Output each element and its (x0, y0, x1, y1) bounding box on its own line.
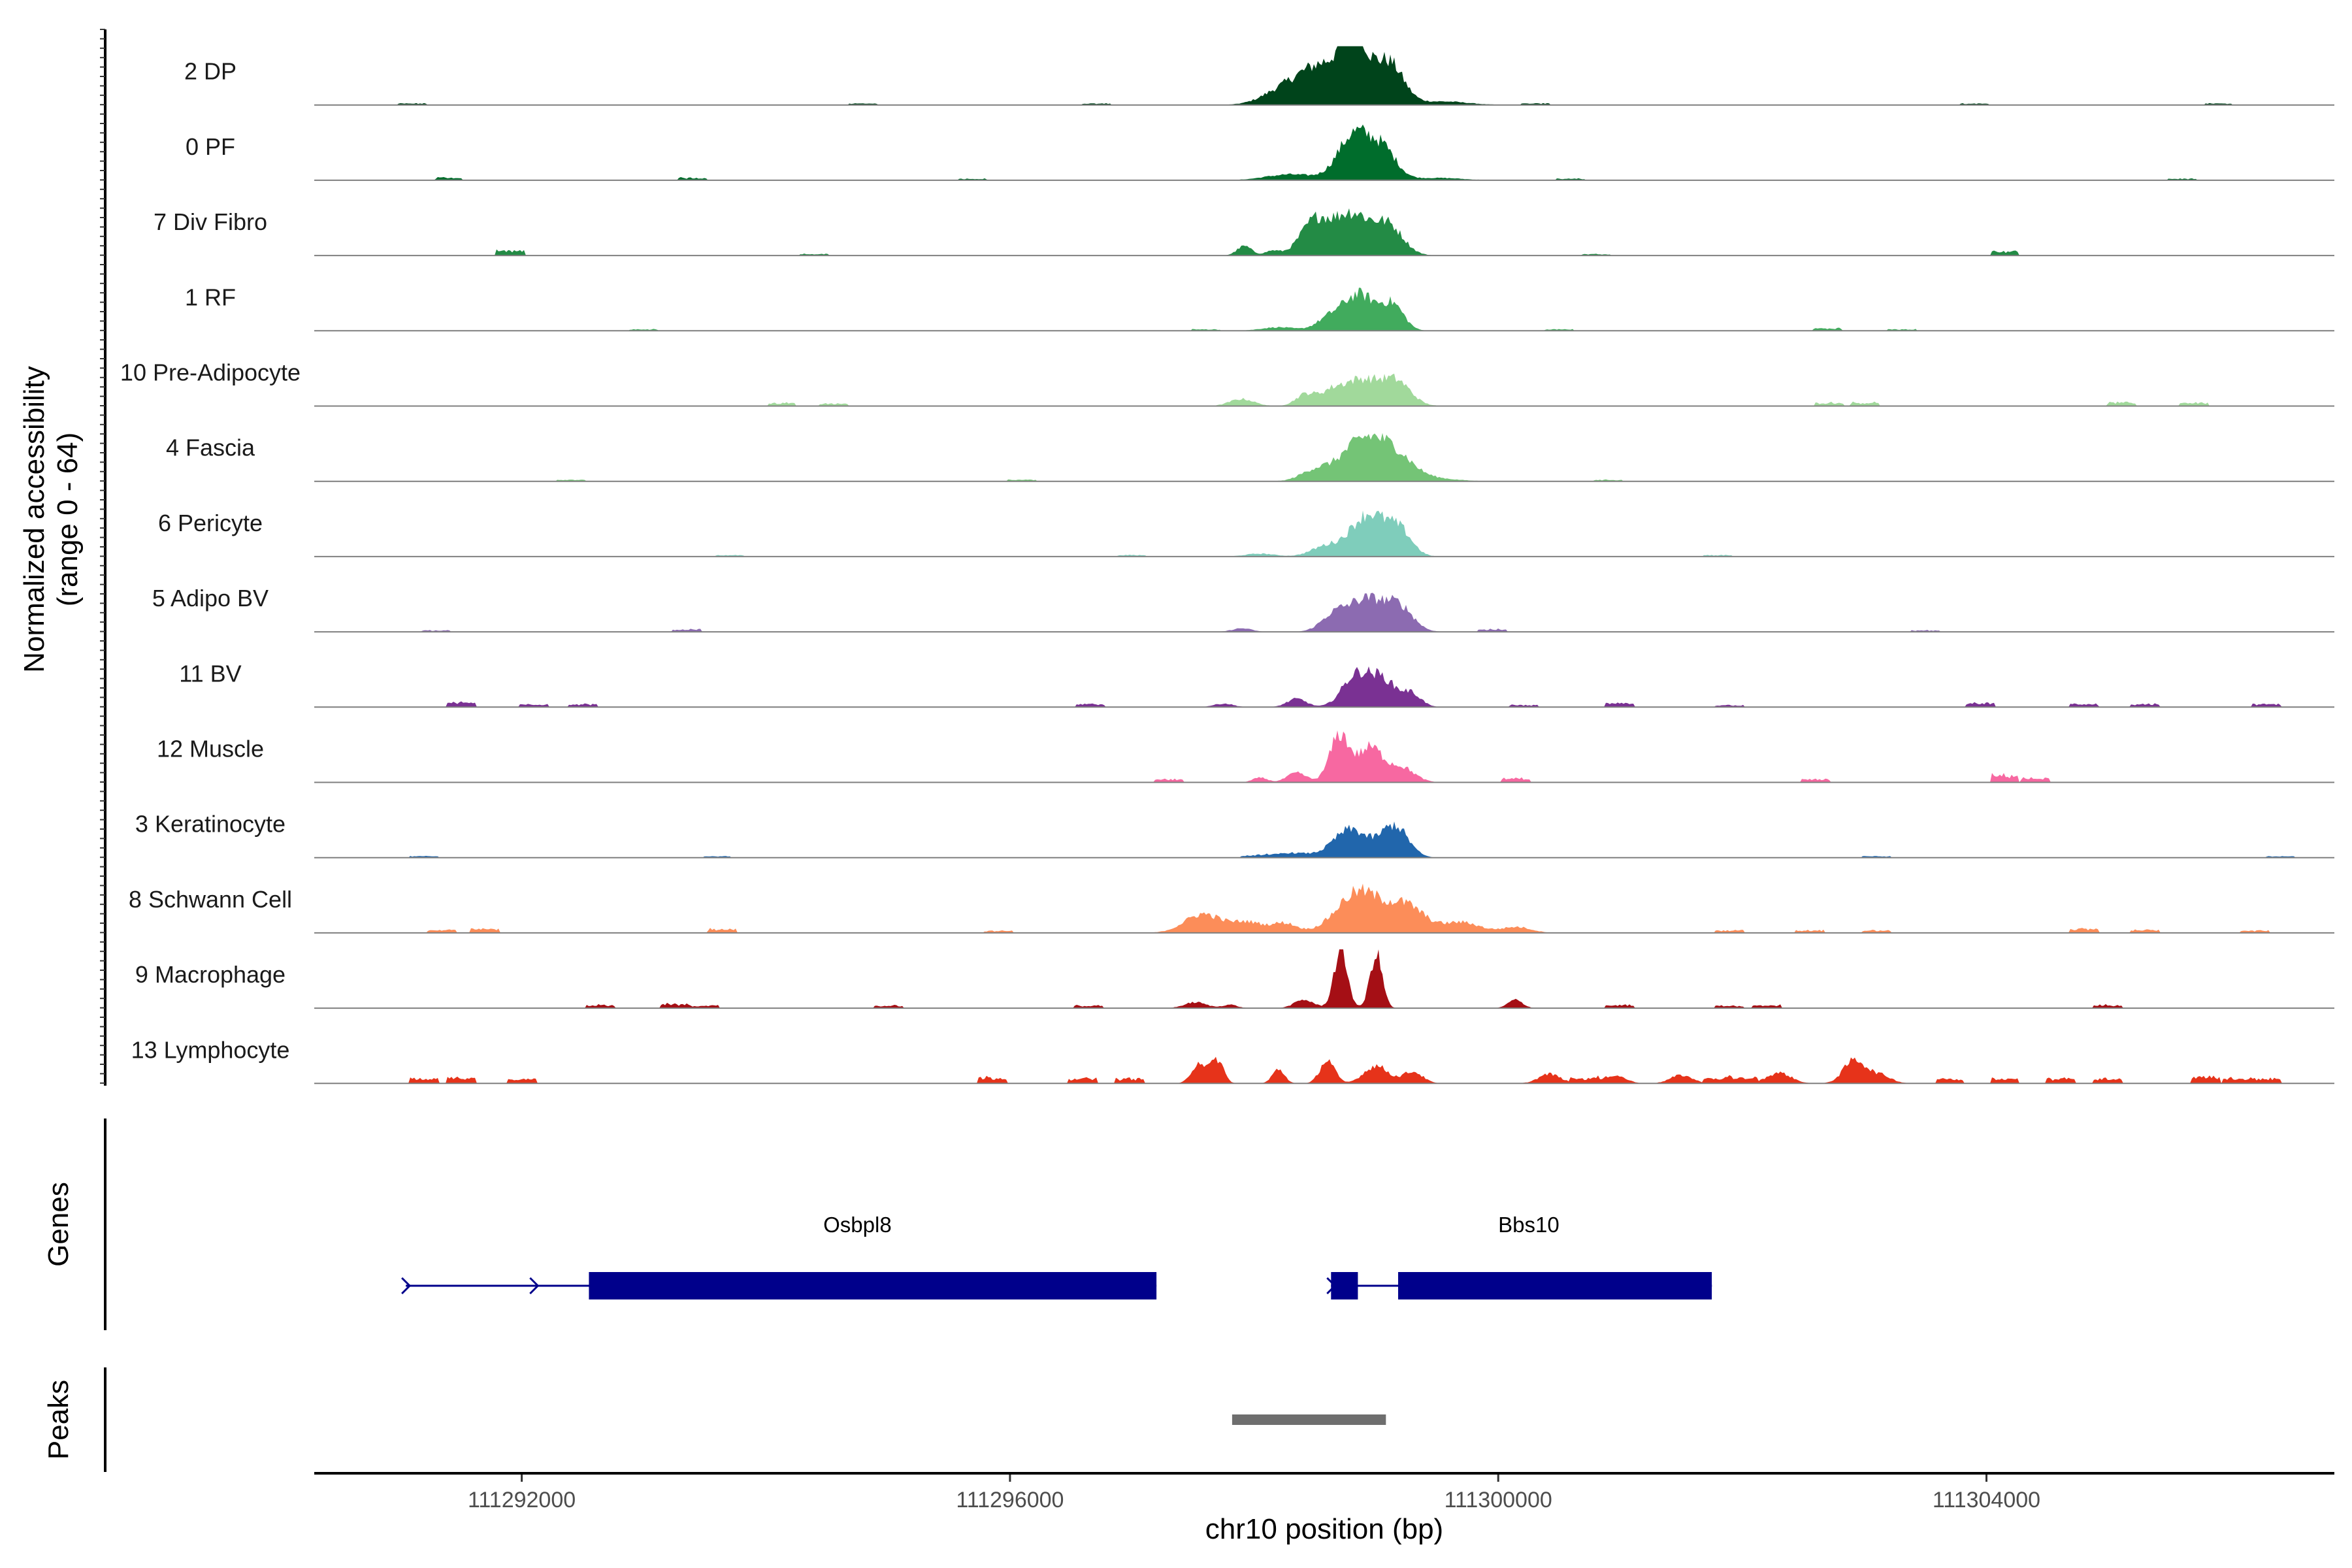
peak-region (1232, 1414, 1386, 1425)
track-4-fascia: 4 Fascia (166, 433, 2334, 482)
x-tick-label: 111304000 (1933, 1488, 2040, 1512)
coverage-area (314, 730, 2334, 783)
x-axis-title: chr10 position (bp) (1205, 1513, 1443, 1545)
coverage-area (314, 433, 2334, 482)
track-label: 0 PF (186, 133, 235, 160)
coverage-area (314, 208, 2334, 256)
track-label: 1 RF (185, 284, 236, 310)
genes-panel-label: Genes (42, 1182, 74, 1267)
gene-exon (589, 1272, 1157, 1299)
strand-arrow-icon (529, 1277, 540, 1295)
track-11-bv: 11 BV (179, 660, 2334, 708)
track-5-adipo-bv: 5 Adipo BV (152, 585, 2334, 633)
track-3-keratinocyte: 3 Keratinocyte (135, 811, 2334, 858)
coverage-area (314, 593, 2334, 632)
x-tick-label: 111296000 (956, 1488, 1064, 1512)
coverage-area (314, 373, 2334, 406)
track-6-pericyte: 6 Pericyte (158, 510, 2334, 557)
y-axis (100, 29, 106, 1086)
track-label: 4 Fascia (166, 434, 255, 461)
gene-track: Osbpl8 Bbs10 (401, 1213, 1712, 1299)
y-axis-title: Normalized accessibility (range 0 - 64) (18, 366, 84, 672)
coverage-area (314, 46, 2334, 105)
track-8-schwann-cell: 8 Schwann Cell (129, 883, 2334, 934)
track-label: 7 Div Fibro (154, 208, 267, 235)
coverage-tracks: 2 DP 0 PF 7 Div Fibro 1 RF 10 Pre-Adipocyte 4… (120, 46, 2334, 1085)
track-9-macrophage: 9 Macrophage (135, 949, 2334, 1009)
track-label: 13 Lymphocyte (131, 1036, 290, 1063)
peaks-panel-label: Peaks (42, 1380, 74, 1460)
track-2-dp: 2 DP (184, 46, 2334, 106)
coverage-area (314, 821, 2334, 858)
track-label: 5 Adipo BV (152, 585, 269, 612)
coverage-area (314, 510, 2334, 557)
gene-label: Osbpl8 (823, 1213, 892, 1237)
track-12-muscle: 12 Muscle (157, 730, 2334, 783)
track-label: 10 Pre-Adipocyte (120, 359, 301, 386)
x-axis-ticks: 111292000 111296000 111300000 111304000 (468, 1475, 2040, 1512)
coverage-area (314, 883, 2334, 933)
strand-arrow-icon (401, 1277, 412, 1295)
gene-label: Bbs10 (1498, 1213, 1560, 1237)
gene-exon (1398, 1272, 1712, 1299)
track-label: 11 BV (179, 660, 241, 687)
track-10-pre-adipocyte: 10 Pre-Adipocyte (120, 359, 2334, 407)
peak-track (1232, 1414, 1386, 1425)
coverage-area (314, 287, 2334, 331)
x-tick-label: 111300000 (1445, 1488, 1552, 1512)
strand-arrow-icon (1326, 1277, 1337, 1295)
track-0-pf: 0 PF (186, 124, 2334, 181)
x-tick-label: 111292000 (468, 1488, 576, 1512)
gene-bbs10: Bbs10 (1326, 1213, 1712, 1299)
track-label: 2 DP (184, 58, 237, 85)
y-axis-title-line1: Normalized accessibility (18, 366, 50, 672)
track-label: 12 Muscle (157, 736, 264, 762)
track-label: 6 Pericyte (158, 510, 263, 536)
track-7-div-fibro: 7 Div Fibro (154, 208, 2334, 257)
track-label: 8 Schwann Cell (129, 886, 292, 913)
y-axis-title-line2: (range 0 - 64) (52, 433, 84, 607)
track-label: 9 Macrophage (135, 961, 286, 988)
track-1-rf: 1 RF (185, 284, 2334, 332)
track-label: 3 Keratinocyte (135, 811, 286, 838)
gene-osbpl8: Osbpl8 (401, 1213, 1157, 1299)
track-13-lymphocyte: 13 Lymphocyte (131, 1036, 2334, 1085)
coverage-area (314, 1056, 2334, 1084)
